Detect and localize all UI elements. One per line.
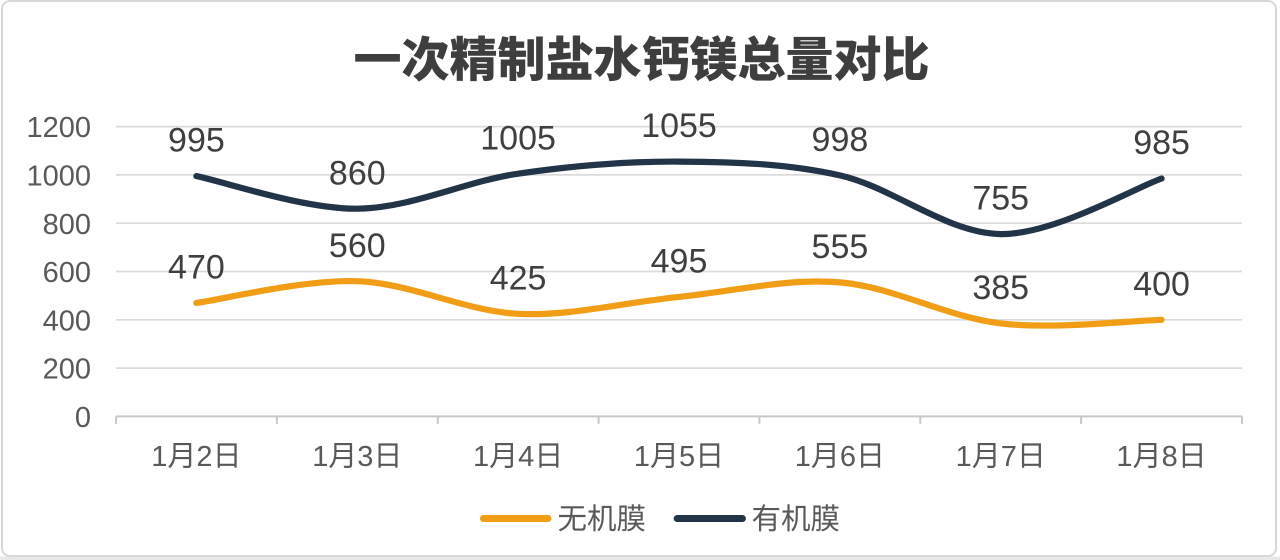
svg-text:5: 5 [679,441,695,473]
svg-text:400: 400 [43,305,91,337]
svg-text:495: 495 [651,243,708,281]
svg-text:3: 3 [357,441,373,473]
svg-text:425: 425 [490,259,547,297]
svg-text:998: 998 [812,121,869,159]
svg-text:995: 995 [168,122,225,160]
svg-text:0: 0 [75,402,91,434]
svg-text:1005: 1005 [480,119,556,157]
svg-text:400: 400 [1133,265,1190,303]
svg-text:1: 1 [151,441,167,473]
svg-text:985: 985 [1133,124,1190,162]
svg-text:6: 6 [840,441,856,473]
svg-text:1: 1 [634,441,650,473]
svg-text:1: 1 [956,441,972,473]
svg-text:8: 8 [1162,441,1178,473]
svg-text:2: 2 [196,441,212,473]
svg-text:470: 470 [168,249,225,287]
svg-text:1200: 1200 [26,112,91,144]
svg-text:1055: 1055 [641,107,717,145]
svg-text:555: 555 [812,228,869,266]
svg-text:860: 860 [329,154,386,192]
svg-text:200: 200 [43,354,91,386]
svg-text:1: 1 [312,441,328,473]
svg-text:600: 600 [43,257,91,289]
svg-text:385: 385 [972,269,1029,307]
svg-text:755: 755 [972,180,1029,218]
svg-text:800: 800 [43,209,91,241]
svg-text:7: 7 [1001,441,1017,473]
svg-text:1: 1 [473,441,489,473]
svg-text:4: 4 [518,441,534,473]
svg-text:1: 1 [1116,441,1132,473]
svg-text:1: 1 [795,441,811,473]
svg-text:1000: 1000 [26,161,91,193]
svg-text:560: 560 [329,227,386,265]
